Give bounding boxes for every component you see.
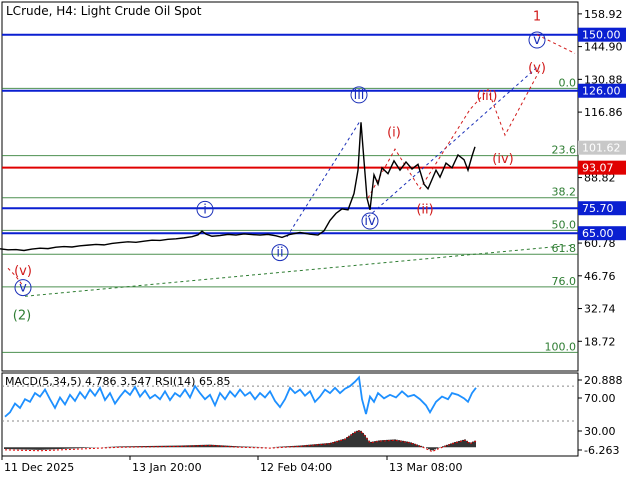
wave-label-11: (v) <box>14 264 32 279</box>
wave-circle-10 <box>271 244 289 262</box>
fib-label-2: 38.2 <box>552 186 577 199</box>
wave-label-7: (ii) <box>416 202 433 217</box>
projection-line-0 <box>7 267 23 285</box>
wave-circle-8 <box>196 200 214 218</box>
horizontal-levels <box>2 33 578 235</box>
price-series <box>0 122 476 252</box>
wave-circle-3 <box>350 86 368 104</box>
level-tag-label-3: 75.70 <box>582 202 614 215</box>
projection-line-3 <box>24 244 576 297</box>
current-price-tag <box>578 140 626 155</box>
level-tag-label-1: 126.00 <box>582 85 621 98</box>
fib-label-0: 0.0 <box>559 76 577 89</box>
x-tick-label-3: 13 Mar 08:00 <box>389 461 462 474</box>
current-price-label: 101.62 <box>582 142 621 155</box>
x-tick-label-2: 12 Feb 04:00 <box>260 461 332 474</box>
level-tag-label-0: 150.00 <box>582 29 621 42</box>
rsi-line <box>4 375 477 418</box>
wave-label-6: (iv) <box>492 152 513 167</box>
ind-y-tick-label-3: -6.263 <box>584 444 619 457</box>
main-pane-frame <box>1 1 579 372</box>
level-tag-label-2: 93.07 <box>582 162 614 175</box>
y-tick-label-7: 60.78 <box>584 237 616 250</box>
y-tick-label-5: 88.82 <box>584 172 616 185</box>
y-tick-label-8: 46.76 <box>584 270 616 283</box>
fib-label-6: 100.0 <box>545 340 577 353</box>
indicator-series <box>2 375 578 453</box>
ind-y-tick-label-1: 70.00 <box>584 392 616 405</box>
price-axis: 158.92144.90130.88116.86101.6288.8274.78… <box>578 8 626 348</box>
projection-line-5 <box>536 34 576 54</box>
wave-circle-9 <box>361 212 379 230</box>
fib-label-4: 61.8 <box>552 242 577 255</box>
wave-label-9: iv <box>364 214 376 229</box>
level-tag-0 <box>578 27 626 42</box>
wave-label-8: i <box>203 202 207 217</box>
fib-label-1: 23.6 <box>552 144 577 157</box>
time-axis: 11 Dec 2025 13 Jan 20:00 12 Feb 04:00 13 Ma… <box>1 456 462 474</box>
chart-title: LCrude, H4: Light Crude Oil Spot <box>6 4 202 18</box>
wave-label-0: 1 <box>533 10 541 25</box>
ind-y-tick-label-0: 20.888 <box>584 374 623 387</box>
projection-line-4 <box>367 69 541 199</box>
wave-label-5: (i) <box>387 125 401 140</box>
projection-lines <box>7 34 576 297</box>
wave-circle-1 <box>528 31 546 49</box>
wave-label-10: ii <box>276 246 283 261</box>
y-tick-label-1: 144.90 <box>584 41 623 54</box>
wave-label-2: (v) <box>528 61 546 76</box>
projection-line-1 <box>286 120 361 237</box>
indicator-pane-frame <box>1 372 579 457</box>
projection-line-2 <box>367 67 538 218</box>
wave-label-4: (iii) <box>477 89 498 104</box>
wave-label-3: iii <box>354 88 365 103</box>
level-tag-4 <box>578 226 626 241</box>
indicator-title: MACD(5,34,5) 4.786 3.547 RSI(14) 65.85 <box>5 375 230 388</box>
level-tag-label-4: 65.00 <box>582 227 614 240</box>
level-tag-3 <box>578 201 626 216</box>
level-tag-1 <box>578 83 626 98</box>
fibonacci-levels: 0.0 23.6 38.2 50.0 61.8 76.0 100.0 <box>2 76 578 353</box>
y-tick-label-3: 116.86 <box>584 106 623 119</box>
level-tag-2 <box>578 160 626 175</box>
wave-circle-12 <box>14 279 32 297</box>
ind-y-tick-label-2: 30.00 <box>584 425 616 438</box>
wave-label-13: (2) <box>13 309 31 324</box>
x-tick-label-0: 11 Dec 2025 <box>4 461 74 474</box>
y-tick-label-10: 18.72 <box>584 335 616 348</box>
x-tick-label-1: 13 Jan 20:00 <box>132 461 202 474</box>
fib-label-3: 50.0 <box>552 218 577 231</box>
y-tick-label-2: 130.88 <box>584 73 623 86</box>
price-line <box>0 122 476 252</box>
y-tick-label-9: 32.74 <box>584 303 616 316</box>
y-tick-label-0: 158.92 <box>584 8 623 21</box>
indicator-axis: 20.888 70.00 30.00 -6.263 <box>578 374 623 457</box>
wave-label-12: v <box>19 281 27 296</box>
wave-label-1: v <box>533 33 541 48</box>
fib-label-5: 76.0 <box>552 275 577 288</box>
wave-labels: 1 v (v) iii (iii) (i) (iv) (ii) i iv ii (v) v (2) <box>13 10 546 324</box>
